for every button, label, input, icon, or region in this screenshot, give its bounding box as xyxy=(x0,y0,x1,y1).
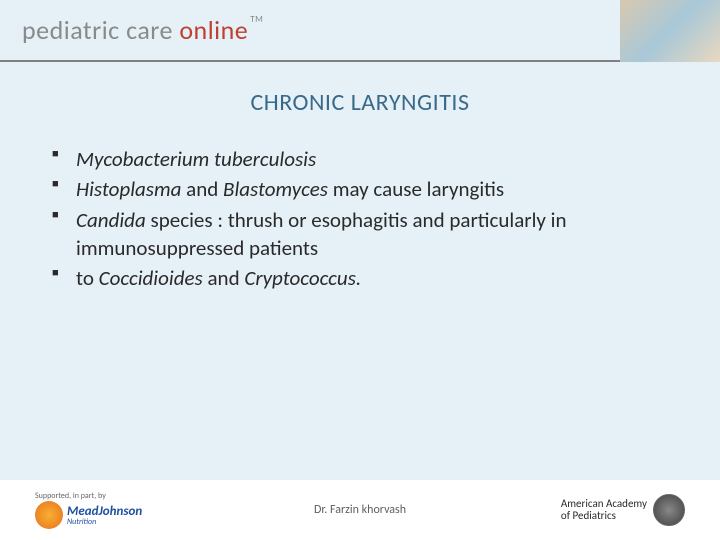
sun-icon xyxy=(35,501,63,529)
aap-line2: of Pediatrics xyxy=(561,510,647,522)
supported-label: Supported, in part, by xyxy=(35,491,106,501)
header-bar: pediatric care onlineTM xyxy=(0,0,720,62)
header-photo xyxy=(620,0,720,62)
logo-word-online: online xyxy=(179,14,248,46)
author-credit: Dr. Farzin khorvash xyxy=(314,503,406,517)
list-item: Histoplasma and Blastomyces may cause la… xyxy=(46,175,674,203)
footer-bar: Supported, in part, by MeadJohnson Nutri… xyxy=(0,480,720,540)
bullet-list: Mycobacterium tuberculosis Histoplasma a… xyxy=(46,145,674,293)
slide-title: CHRONIC LARYNGITIS xyxy=(0,88,720,117)
aap-seal-icon xyxy=(653,494,685,526)
footer-aap: American Academy of Pediatrics xyxy=(561,494,685,526)
brand-logo: pediatric care onlineTM xyxy=(22,14,263,46)
mj-logo-text: MeadJohnson Nutrition xyxy=(67,505,142,526)
footer-sponsor: Supported, in part, by MeadJohnson Nutri… xyxy=(35,491,142,529)
list-item: to Coccidioides and Cryptococcus. xyxy=(46,264,674,292)
trademark: TM xyxy=(250,14,263,25)
content-area: Mycobacterium tuberculosis Histoplasma a… xyxy=(0,117,720,293)
mj-name: MeadJohnson xyxy=(67,505,142,518)
list-item: Mycobacterium tuberculosis xyxy=(46,145,674,173)
meadjohnson-logo: MeadJohnson Nutrition xyxy=(35,501,142,529)
list-item: Candida species : thrush or esophagitis … xyxy=(46,206,674,263)
mj-subtitle: Nutrition xyxy=(67,518,142,526)
logo-word-care: care xyxy=(126,14,173,46)
aap-label: American Academy of Pediatrics xyxy=(561,498,647,522)
logo-word-pediatric: pediatric xyxy=(22,14,120,46)
